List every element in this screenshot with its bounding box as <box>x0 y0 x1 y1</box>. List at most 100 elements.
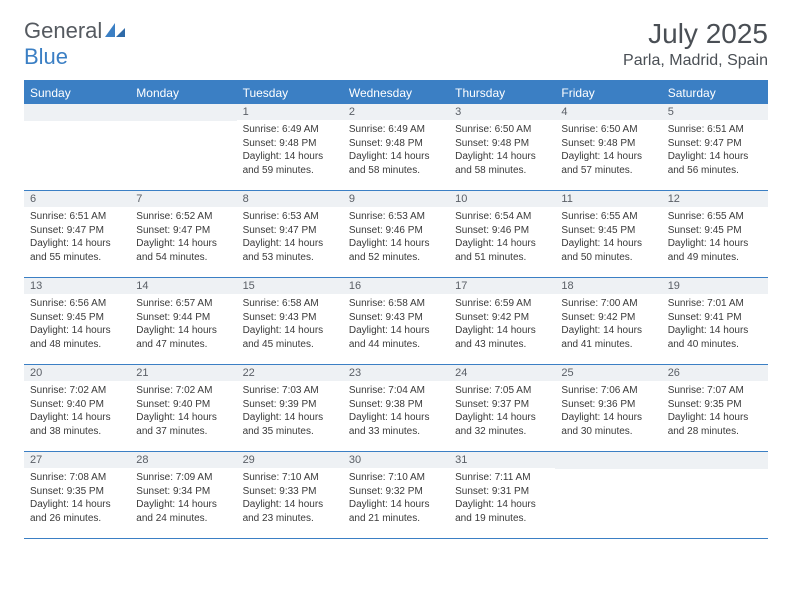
day-details: Sunrise: 7:11 AMSunset: 9:31 PMDaylight:… <box>449 468 555 529</box>
daylight-line: Daylight: 14 hours and 37 minutes. <box>136 411 230 438</box>
sunrise-line: Sunrise: 7:02 AM <box>136 384 230 398</box>
daylight-line: Daylight: 14 hours and 57 minutes. <box>561 150 655 177</box>
calendar-day: 4Sunrise: 6:50 AMSunset: 9:48 PMDaylight… <box>555 104 661 190</box>
day-number: 31 <box>449 452 555 468</box>
day-details: Sunrise: 7:01 AMSunset: 9:41 PMDaylight:… <box>662 294 768 355</box>
calendar-day-empty <box>24 104 130 190</box>
daylight-line: Daylight: 14 hours and 58 minutes. <box>349 150 443 177</box>
day-number: 22 <box>237 365 343 381</box>
calendar-day: 19Sunrise: 7:01 AMSunset: 9:41 PMDayligh… <box>662 278 768 364</box>
calendar-day: 16Sunrise: 6:58 AMSunset: 9:43 PMDayligh… <box>343 278 449 364</box>
day-details: Sunrise: 7:02 AMSunset: 9:40 PMDaylight:… <box>130 381 236 442</box>
day-details: Sunrise: 6:58 AMSunset: 9:43 PMDaylight:… <box>343 294 449 355</box>
sunset-line: Sunset: 9:35 PM <box>30 485 124 499</box>
sunset-line: Sunset: 9:33 PM <box>243 485 337 499</box>
daylight-line: Daylight: 14 hours and 58 minutes. <box>455 150 549 177</box>
day-details: Sunrise: 7:10 AMSunset: 9:33 PMDaylight:… <box>237 468 343 529</box>
day-number: 28 <box>130 452 236 468</box>
calendar-day: 2Sunrise: 6:49 AMSunset: 9:48 PMDaylight… <box>343 104 449 190</box>
day-number: 7 <box>130 191 236 207</box>
daylight-line: Daylight: 14 hours and 59 minutes. <box>243 150 337 177</box>
calendar-day: 8Sunrise: 6:53 AMSunset: 9:47 PMDaylight… <box>237 191 343 277</box>
day-number: 19 <box>662 278 768 294</box>
location: Parla, Madrid, Spain <box>623 52 768 70</box>
weekday-header: Tuesday <box>237 82 343 104</box>
sunrise-line: Sunrise: 7:00 AM <box>561 297 655 311</box>
day-number: 1 <box>237 104 343 120</box>
calendar-day: 6Sunrise: 6:51 AMSunset: 9:47 PMDaylight… <box>24 191 130 277</box>
weekday-header: Wednesday <box>343 82 449 104</box>
daylight-line: Daylight: 14 hours and 40 minutes. <box>668 324 762 351</box>
daylight-line: Daylight: 14 hours and 53 minutes. <box>243 237 337 264</box>
sunrise-line: Sunrise: 6:50 AM <box>455 123 549 137</box>
sunrise-line: Sunrise: 6:53 AM <box>243 210 337 224</box>
sunset-line: Sunset: 9:43 PM <box>243 311 337 325</box>
day-number: 2 <box>343 104 449 120</box>
sunset-line: Sunset: 9:45 PM <box>668 224 762 238</box>
daylight-line: Daylight: 14 hours and 26 minutes. <box>30 498 124 525</box>
sunrise-line: Sunrise: 6:58 AM <box>243 297 337 311</box>
sunrise-line: Sunrise: 7:11 AM <box>455 471 549 485</box>
day-number <box>555 452 661 469</box>
day-details: Sunrise: 6:53 AMSunset: 9:46 PMDaylight:… <box>343 207 449 268</box>
weekday-header-row: SundayMondayTuesdayWednesdayThursdayFrid… <box>24 82 768 104</box>
calendar: SundayMondayTuesdayWednesdayThursdayFrid… <box>24 80 768 539</box>
calendar-day-empty <box>555 452 661 538</box>
day-details <box>24 121 130 181</box>
daylight-line: Daylight: 14 hours and 48 minutes. <box>30 324 124 351</box>
day-details: Sunrise: 6:49 AMSunset: 9:48 PMDaylight:… <box>343 120 449 181</box>
day-details: Sunrise: 6:55 AMSunset: 9:45 PMDaylight:… <box>662 207 768 268</box>
sunset-line: Sunset: 9:46 PM <box>455 224 549 238</box>
day-details: Sunrise: 6:51 AMSunset: 9:47 PMDaylight:… <box>24 207 130 268</box>
day-details: Sunrise: 6:50 AMSunset: 9:48 PMDaylight:… <box>555 120 661 181</box>
daylight-line: Daylight: 14 hours and 30 minutes. <box>561 411 655 438</box>
day-number: 14 <box>130 278 236 294</box>
sunset-line: Sunset: 9:47 PM <box>136 224 230 238</box>
sunset-line: Sunset: 9:40 PM <box>136 398 230 412</box>
day-number: 18 <box>555 278 661 294</box>
calendar-day: 13Sunrise: 6:56 AMSunset: 9:45 PMDayligh… <box>24 278 130 364</box>
day-number: 8 <box>237 191 343 207</box>
day-number <box>24 104 130 121</box>
day-number: 26 <box>662 365 768 381</box>
daylight-line: Daylight: 14 hours and 56 minutes. <box>668 150 762 177</box>
day-number: 30 <box>343 452 449 468</box>
sunset-line: Sunset: 9:45 PM <box>30 311 124 325</box>
sunrise-line: Sunrise: 7:04 AM <box>349 384 443 398</box>
sunrise-line: Sunrise: 7:10 AM <box>349 471 443 485</box>
daylight-line: Daylight: 14 hours and 49 minutes. <box>668 237 762 264</box>
sunset-line: Sunset: 9:48 PM <box>561 137 655 151</box>
header: GeneralBlue July 2025 Parla, Madrid, Spa… <box>24 18 768 70</box>
daylight-line: Daylight: 14 hours and 50 minutes. <box>561 237 655 264</box>
day-details: Sunrise: 6:58 AMSunset: 9:43 PMDaylight:… <box>237 294 343 355</box>
calendar-day: 28Sunrise: 7:09 AMSunset: 9:34 PMDayligh… <box>130 452 236 538</box>
calendar-day: 27Sunrise: 7:08 AMSunset: 9:35 PMDayligh… <box>24 452 130 538</box>
weekday-header: Monday <box>130 82 236 104</box>
sunset-line: Sunset: 9:40 PM <box>30 398 124 412</box>
daylight-line: Daylight: 14 hours and 23 minutes. <box>243 498 337 525</box>
sunrise-line: Sunrise: 7:01 AM <box>668 297 762 311</box>
day-details <box>130 121 236 181</box>
calendar-day: 5Sunrise: 6:51 AMSunset: 9:47 PMDaylight… <box>662 104 768 190</box>
sunrise-line: Sunrise: 6:49 AM <box>349 123 443 137</box>
sunrise-line: Sunrise: 7:07 AM <box>668 384 762 398</box>
calendar-day: 25Sunrise: 7:06 AMSunset: 9:36 PMDayligh… <box>555 365 661 451</box>
brand-name: GeneralBlue <box>24 18 126 70</box>
day-number: 27 <box>24 452 130 468</box>
month-title: July 2025 <box>623 18 768 50</box>
sunrise-line: Sunrise: 7:06 AM <box>561 384 655 398</box>
sunrise-line: Sunrise: 6:55 AM <box>561 210 655 224</box>
day-details: Sunrise: 7:03 AMSunset: 9:39 PMDaylight:… <box>237 381 343 442</box>
brand-sail-icon <box>104 18 126 44</box>
day-details <box>662 469 768 529</box>
calendar-week: 13Sunrise: 6:56 AMSunset: 9:45 PMDayligh… <box>24 278 768 365</box>
day-number: 24 <box>449 365 555 381</box>
day-details: Sunrise: 7:08 AMSunset: 9:35 PMDaylight:… <box>24 468 130 529</box>
sunset-line: Sunset: 9:48 PM <box>455 137 549 151</box>
calendar-day: 17Sunrise: 6:59 AMSunset: 9:42 PMDayligh… <box>449 278 555 364</box>
sunrise-line: Sunrise: 6:58 AM <box>349 297 443 311</box>
day-details: Sunrise: 7:07 AMSunset: 9:35 PMDaylight:… <box>662 381 768 442</box>
sunrise-line: Sunrise: 6:54 AM <box>455 210 549 224</box>
sunset-line: Sunset: 9:32 PM <box>349 485 443 499</box>
day-number: 17 <box>449 278 555 294</box>
